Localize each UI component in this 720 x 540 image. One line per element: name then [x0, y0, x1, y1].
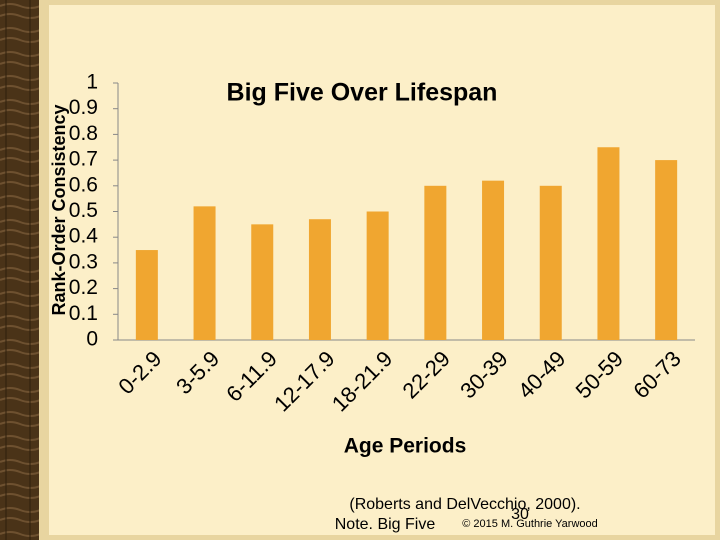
- y-tick-label: 0.1: [69, 302, 98, 325]
- bar: [539, 185, 562, 340]
- slide-border: [39, 0, 720, 540]
- bar: [251, 224, 274, 340]
- x-axis-label: Age Periods: [344, 435, 467, 458]
- citation: (Roberts and DelVecchio, 2000).: [349, 496, 580, 513]
- bar: [424, 185, 447, 340]
- bar: [366, 211, 389, 340]
- page-number: 30: [511, 506, 529, 523]
- bar: [655, 160, 678, 340]
- bar: [193, 206, 216, 340]
- chart-title: Big Five Over Lifespan: [227, 79, 498, 107]
- wood-border: [0, 0, 44, 540]
- note: Note. Big Five: [335, 516, 436, 533]
- y-tick-label: 1: [86, 71, 98, 94]
- y-tick-label: 0.9: [69, 96, 98, 119]
- y-axis-label: Rank-Order Consistency: [49, 104, 69, 315]
- bar: [135, 250, 158, 340]
- bar: [597, 147, 620, 340]
- bar: [308, 219, 331, 340]
- bar: [482, 180, 505, 340]
- y-tick-label: 0: [86, 328, 98, 351]
- y-tick-label: 0.7: [69, 148, 98, 171]
- y-tick-label: 0.4: [69, 225, 99, 248]
- copyright: © 2015 M. Guthrie Yarwood: [462, 518, 598, 530]
- y-tick-label: 0.8: [69, 122, 98, 145]
- y-tick-label: 0.5: [69, 199, 98, 222]
- y-tick-label: 0.6: [69, 173, 98, 196]
- y-tick-label: 0.2: [69, 276, 98, 299]
- y-tick-label: 0.3: [69, 250, 98, 273]
